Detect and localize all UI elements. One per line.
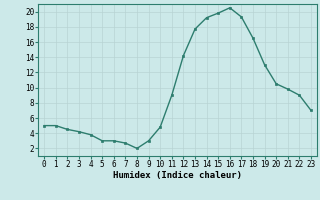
X-axis label: Humidex (Indice chaleur): Humidex (Indice chaleur) [113, 171, 242, 180]
